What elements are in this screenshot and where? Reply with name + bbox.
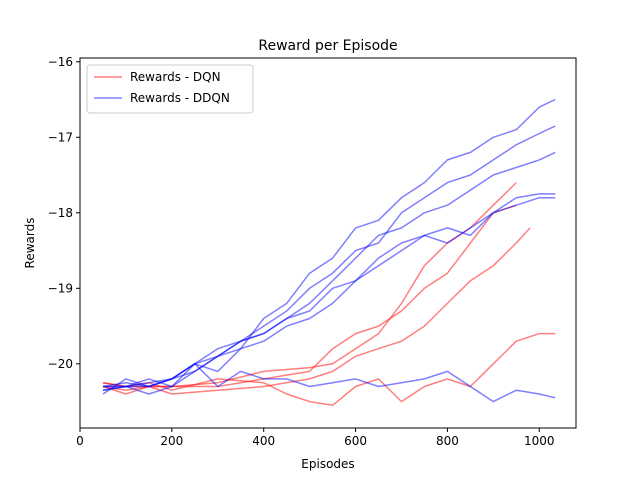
series-line-3 xyxy=(102,227,531,395)
series-layer xyxy=(102,98,556,407)
series-line-10 xyxy=(102,363,556,403)
x-tick-label: 600 xyxy=(344,434,367,448)
x-tick-label: 200 xyxy=(160,434,183,448)
axis-layer: 0 200 400 600 800 1000 −20 −19 −18 −17 −16 xyxy=(48,55,555,448)
x-tick-label: 400 xyxy=(252,434,275,448)
legend-label-dqn: Rewards - DQN xyxy=(130,70,221,84)
series-line-7 xyxy=(103,151,556,388)
legend-label-ddqn: Rewards - DDQN xyxy=(130,91,230,105)
series-line-4 xyxy=(102,332,556,407)
plot-area xyxy=(80,58,576,428)
y-axis-label: Rewards xyxy=(23,218,37,269)
y-tick-label: −18 xyxy=(48,206,73,220)
legend: Rewards - DQN Rewards - DDQN xyxy=(86,64,254,114)
y-tick-label: −19 xyxy=(48,281,73,295)
series-line-5 xyxy=(102,98,556,388)
series-line-9 xyxy=(103,196,556,395)
x-tick-label: 1000 xyxy=(524,434,555,448)
x-tick-label: 0 xyxy=(76,434,84,448)
y-tick-label: −16 xyxy=(48,55,73,69)
plot-frame xyxy=(79,57,577,429)
chart-title: Reward per Episode xyxy=(258,38,397,54)
y-tick-label: −20 xyxy=(48,357,73,371)
x-axis-label: Episodes xyxy=(301,457,354,471)
y-tick-label: −17 xyxy=(48,130,73,144)
legend-box xyxy=(86,64,254,114)
x-tick-label: 800 xyxy=(436,434,459,448)
